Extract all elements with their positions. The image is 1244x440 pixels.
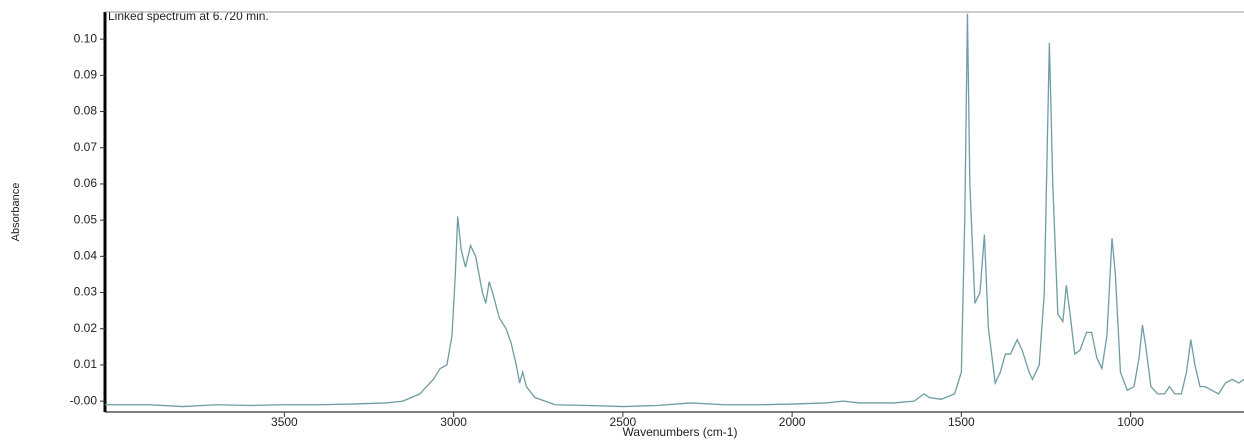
y-tick-label: 0.02 (74, 321, 98, 335)
x-tick-label: 2000 (779, 415, 806, 429)
y-tick-label: 0.09 (74, 68, 98, 82)
y-tick-label: 0.01 (74, 357, 98, 371)
x-tick-label: 1500 (948, 415, 975, 429)
chart-title: Linked spectrum at 6.720 min. (108, 9, 269, 23)
y-tick-label: 0.07 (74, 140, 98, 154)
x-axis-label: Wavenumbers (cm-1) (623, 425, 738, 439)
y-tick-label: -0.00 (70, 393, 98, 407)
x-tick-label: 2500 (610, 415, 637, 429)
y-tick-label: 0.10 (74, 31, 98, 45)
y-tick-label: 0.06 (74, 176, 98, 190)
y-tick-label: 0.05 (74, 212, 98, 226)
x-tick-label: 3500 (271, 415, 298, 429)
spectrum-line (105, 13, 1244, 408)
y-tick-label: 0.08 (74, 104, 98, 118)
y-tick-label: 0.04 (74, 249, 98, 263)
y-tick-label: 0.03 (74, 285, 98, 299)
y-axis-label: Absorbance (10, 183, 22, 242)
x-tick-label: 3000 (440, 415, 467, 429)
x-tick-label: 1000 (1117, 415, 1144, 429)
